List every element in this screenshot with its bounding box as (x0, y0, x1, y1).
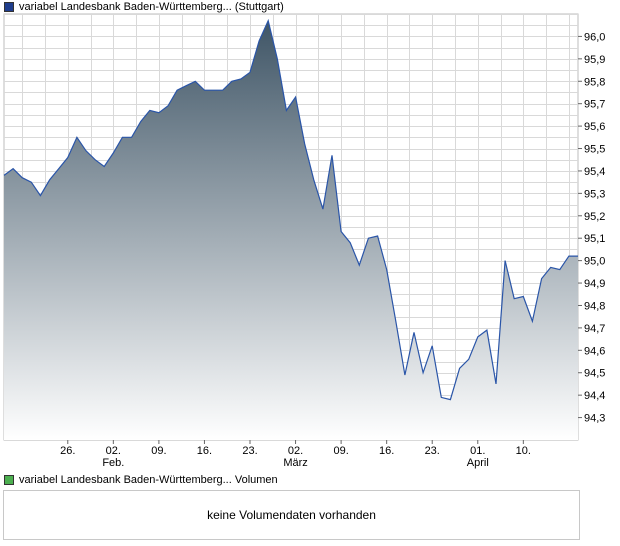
x-tick-label: 09. (333, 445, 348, 457)
y-tick-label: 94,4 (584, 390, 605, 402)
no-volume-message: keine Volumendaten vorhanden (207, 508, 376, 522)
y-tick-label: 95,7 (584, 99, 605, 111)
y-tick-label: 95,2 (584, 211, 605, 223)
x-tick-label: 26. (60, 445, 75, 457)
price-legend-text: variabel Landesbank Baden-Württemberg...… (19, 1, 284, 13)
x-tick-label: 09. (151, 445, 166, 457)
y-tick-label: 94,3 (584, 413, 605, 425)
y-tick-label: 95,6 (584, 121, 605, 133)
price-area (4, 20, 578, 440)
x-month-label: April (467, 457, 489, 469)
x-tick-label: 02. (106, 445, 121, 457)
y-tick-label: 95,5 (584, 144, 605, 156)
price-line (3, 18, 578, 401)
y-tick-label: 96,0 (584, 31, 605, 43)
y-tick-label: 95,4 (584, 166, 605, 178)
x-tick-label: 23. (242, 445, 257, 457)
x-tick-label: 01. (470, 445, 485, 457)
x-tick-label: 02. (288, 445, 303, 457)
y-tick-label: 94,6 (584, 345, 605, 357)
x-tick-label: 23. (425, 445, 440, 457)
x-month-label: März (283, 457, 307, 469)
x-tick-label: 16. (197, 445, 212, 457)
y-tick-label: 94,8 (584, 300, 605, 312)
y-tick-label: 95,1 (584, 233, 605, 245)
volume-legend: variabel Landesbank Baden-Württemberg...… (4, 473, 278, 487)
y-tick-label: 95,3 (584, 188, 605, 200)
price-chart: 96,0 95,9 95,8 95,7 95,6 95,5 95,4 95,3 95,2 95,1… (3, 13, 605, 469)
y-tick-label: 94,9 (584, 278, 605, 290)
y-tick-label: 95,9 (584, 54, 605, 66)
x-month-label: Feb. (102, 457, 124, 469)
price-legend-swatch (4, 2, 14, 12)
x-tick-label: 16. (379, 445, 394, 457)
y-tick-label: 94,5 (584, 368, 605, 380)
price-legend: variabel Landesbank Baden-Württemberg...… (4, 0, 284, 14)
volume-panel: keine Volumendaten vorhanden (3, 490, 580, 540)
y-tick-label: 95,0 (584, 256, 605, 268)
volume-legend-swatch (4, 475, 14, 485)
volume-legend-text: variabel Landesbank Baden-Württemberg...… (19, 474, 278, 486)
x-tick-label: 10. (516, 445, 531, 457)
y-tick-label: 94,7 (584, 323, 605, 335)
y-tick-label: 95,8 (584, 76, 605, 88)
